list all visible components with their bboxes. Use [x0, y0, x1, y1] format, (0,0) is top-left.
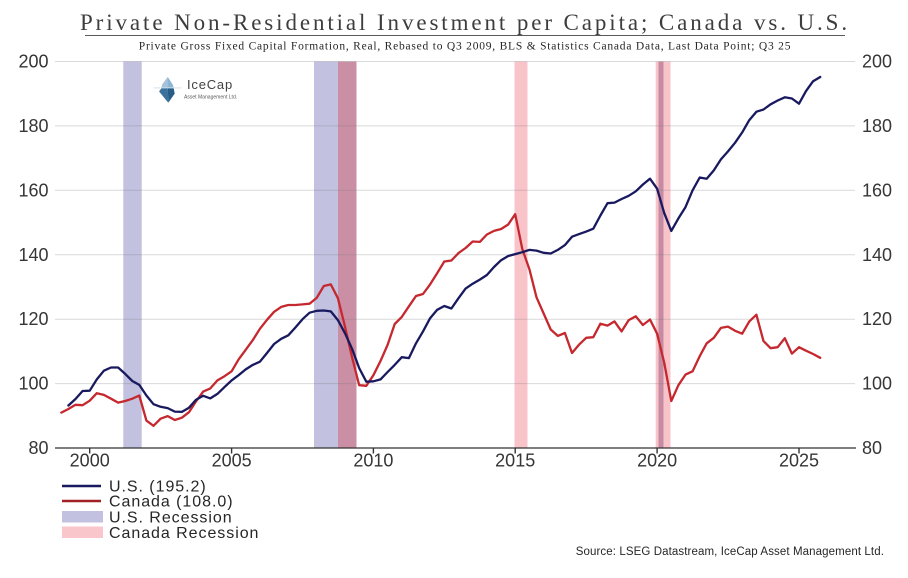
- svg-text:160: 160: [862, 180, 892, 200]
- svg-text:140: 140: [862, 245, 892, 265]
- svg-text:Private Gross Fixed Capital Fo: Private Gross Fixed Capital Formation, R…: [139, 41, 791, 53]
- svg-text:100: 100: [18, 374, 48, 394]
- svg-text:2025: 2025: [779, 451, 819, 471]
- svg-text:2010: 2010: [353, 451, 393, 471]
- svg-text:120: 120: [862, 309, 892, 329]
- svg-text:2020: 2020: [637, 451, 677, 471]
- svg-text:Canada (108.0): Canada (108.0): [109, 494, 234, 511]
- svg-text:2005: 2005: [212, 451, 252, 471]
- svg-text:80: 80: [862, 438, 882, 458]
- svg-text:Private Non-Residential Invest: Private Non-Residential Investment per C…: [80, 10, 850, 35]
- svg-text:Asset Management Ltd.: Asset Management Ltd.: [184, 95, 237, 101]
- svg-text:2000: 2000: [70, 451, 110, 471]
- svg-text:2015: 2015: [495, 451, 535, 471]
- svg-text:120: 120: [18, 309, 48, 329]
- svg-text:IceCap: IceCap: [187, 77, 233, 92]
- svg-text:200: 200: [862, 52, 892, 72]
- svg-text:80: 80: [28, 438, 48, 458]
- svg-text:180: 180: [862, 116, 892, 136]
- svg-text:U.S. (195.2): U.S. (195.2): [109, 479, 207, 496]
- svg-text:140: 140: [18, 245, 48, 265]
- svg-text:Canada Recession: Canada Recession: [109, 525, 259, 542]
- svg-text:200: 200: [18, 52, 48, 72]
- svg-text:180: 180: [18, 116, 48, 136]
- svg-text:Source: LSEG Datastream, IceCa: Source: LSEG Datastream, IceCap Asset Ma…: [576, 546, 884, 558]
- svg-text:U.S. Recession: U.S. Recession: [109, 510, 233, 527]
- svg-text:100: 100: [862, 374, 892, 394]
- svg-text:160: 160: [18, 180, 48, 200]
